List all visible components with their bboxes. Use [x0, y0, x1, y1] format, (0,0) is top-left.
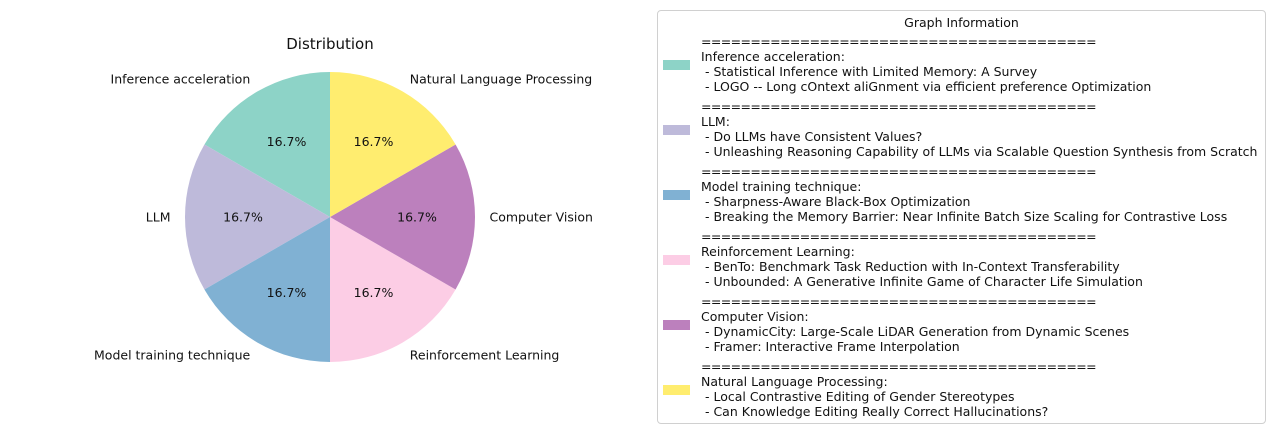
legend-paper-item: - Sharpness-Aware Black-Box Optimization	[701, 194, 971, 209]
slice-category-label: Computer Vision	[490, 210, 593, 225]
pie-chart: Distribution 16.7% 16.7% 16.7% 16.7% 16.7% 16…	[94, 35, 593, 363]
legend-category-label: Inference acceleration:	[701, 49, 845, 64]
legend-paper-item: - Breaking the Memory Barrier: Near Infi…	[701, 209, 1228, 224]
legend-category-label: Reinforcement Learning:	[701, 244, 855, 259]
legend-swatch	[663, 190, 690, 200]
legend-paper-item: - Can Knowledge Editing Really Correct H…	[701, 404, 1049, 419]
legend-entry: ========================================…	[658, 34, 1265, 94]
slice-category-label: Model training technique	[94, 348, 251, 363]
slice-percent-label: 16.7%	[223, 210, 263, 225]
legend-paper-item: - Statistical Inference with Limited Mem…	[701, 64, 1038, 79]
pie-slice	[184, 144, 330, 290]
slice-category-label: LLM	[146, 210, 171, 225]
legend-paper-item: - DynamicCity: Large-Scale LiDAR Generat…	[701, 324, 1130, 339]
legend-separator: ========================================	[701, 99, 1097, 114]
legend-separator: ========================================	[701, 229, 1097, 244]
legend-paper-item: - LOGO -- Long cOntext aliGnment via eff…	[701, 79, 1152, 94]
legend-swatch	[663, 60, 690, 70]
legend-separator: ========================================	[701, 34, 1097, 49]
legend: Graph Information ======================…	[657, 10, 1266, 424]
legend-category-label: LLM:	[701, 114, 730, 129]
legend-paper-item: - Unbounded: A Generative Infinite Game …	[701, 274, 1143, 289]
legend-category-label: Natural Language Processing:	[701, 374, 888, 389]
legend-category-label: Model training technique:	[701, 179, 862, 194]
legend-entry: ========================================…	[658, 359, 1265, 419]
legend-swatch	[663, 385, 690, 395]
legend-entry: ========================================…	[658, 229, 1265, 289]
slice-percent-label: 16.7%	[354, 134, 394, 149]
slice-category-label: Reinforcement Learning	[410, 348, 560, 363]
slice-percent-label: 16.7%	[267, 134, 307, 149]
legend-paper-item: - BenTo: Benchmark Task Reduction with I…	[701, 259, 1120, 274]
pie-slice	[204, 217, 330, 362]
legend-paper-item: - Unleashing Reasoning Capability of LLM…	[701, 144, 1258, 159]
legend-paper-item: - Local Contrastive Editing of Gender St…	[701, 389, 1015, 404]
pie-slice	[330, 144, 475, 290]
legend-category-label: Computer Vision:	[701, 309, 809, 324]
slice-category-label: Inference acceleration	[111, 71, 251, 86]
legend-swatch	[663, 255, 690, 265]
legend-entry: ========================================…	[658, 99, 1265, 159]
legend-entry: ========================================…	[658, 164, 1265, 224]
slice-percent-label: 16.7%	[397, 210, 437, 225]
slice-percent-label: 16.7%	[267, 285, 307, 300]
slice-percent-label: 16.7%	[354, 285, 394, 300]
legend-swatch	[663, 125, 690, 135]
legend-paper-item: - Do LLMs have Consistent Values?	[701, 129, 923, 144]
pie-slice	[330, 217, 456, 362]
pie-slice	[330, 72, 456, 217]
chart-title: Distribution	[286, 35, 374, 53]
legend-swatch	[663, 320, 690, 330]
legend-separator: ========================================	[701, 164, 1097, 179]
legend-separator: ========================================	[701, 359, 1097, 374]
legend-entry: ========================================…	[658, 294, 1265, 354]
pie-slice	[204, 72, 330, 217]
slice-category-label: Natural Language Processing	[410, 71, 593, 86]
legend-title: Graph Information	[904, 15, 1019, 30]
legend-separator: ========================================	[701, 294, 1097, 309]
legend-paper-item: - Framer: Interactive Frame Interpolatio…	[701, 339, 960, 354]
